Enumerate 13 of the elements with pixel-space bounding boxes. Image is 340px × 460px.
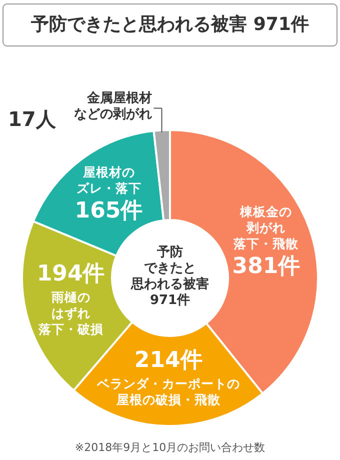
data-label: 214件: [134, 348, 202, 373]
data-label: 381件: [232, 254, 300, 280]
slice-label: 雨樋のはずれ落下・破損: [37, 290, 104, 337]
data-label: 165件: [74, 198, 143, 224]
data-label: 17人: [8, 107, 57, 132]
slice-label: 屋根材のズレ・落下: [76, 164, 142, 196]
data-label: 194件: [36, 262, 105, 287]
slice-label: 棟板金の剥がれ落下・飛散: [232, 204, 300, 252]
text: ※2018年9月と10月のお問い合わせ数: [74, 441, 266, 454]
text: 予防できたと思われる被害971件: [130, 244, 209, 308]
slice-label: 金属屋根材などの剥がれ: [74, 91, 152, 122]
slice-label: ベランダ・カーポートの屋根の破損・飛散: [96, 376, 240, 407]
chart-title: 予防できたと思われる被害 971件: [30, 14, 309, 35]
